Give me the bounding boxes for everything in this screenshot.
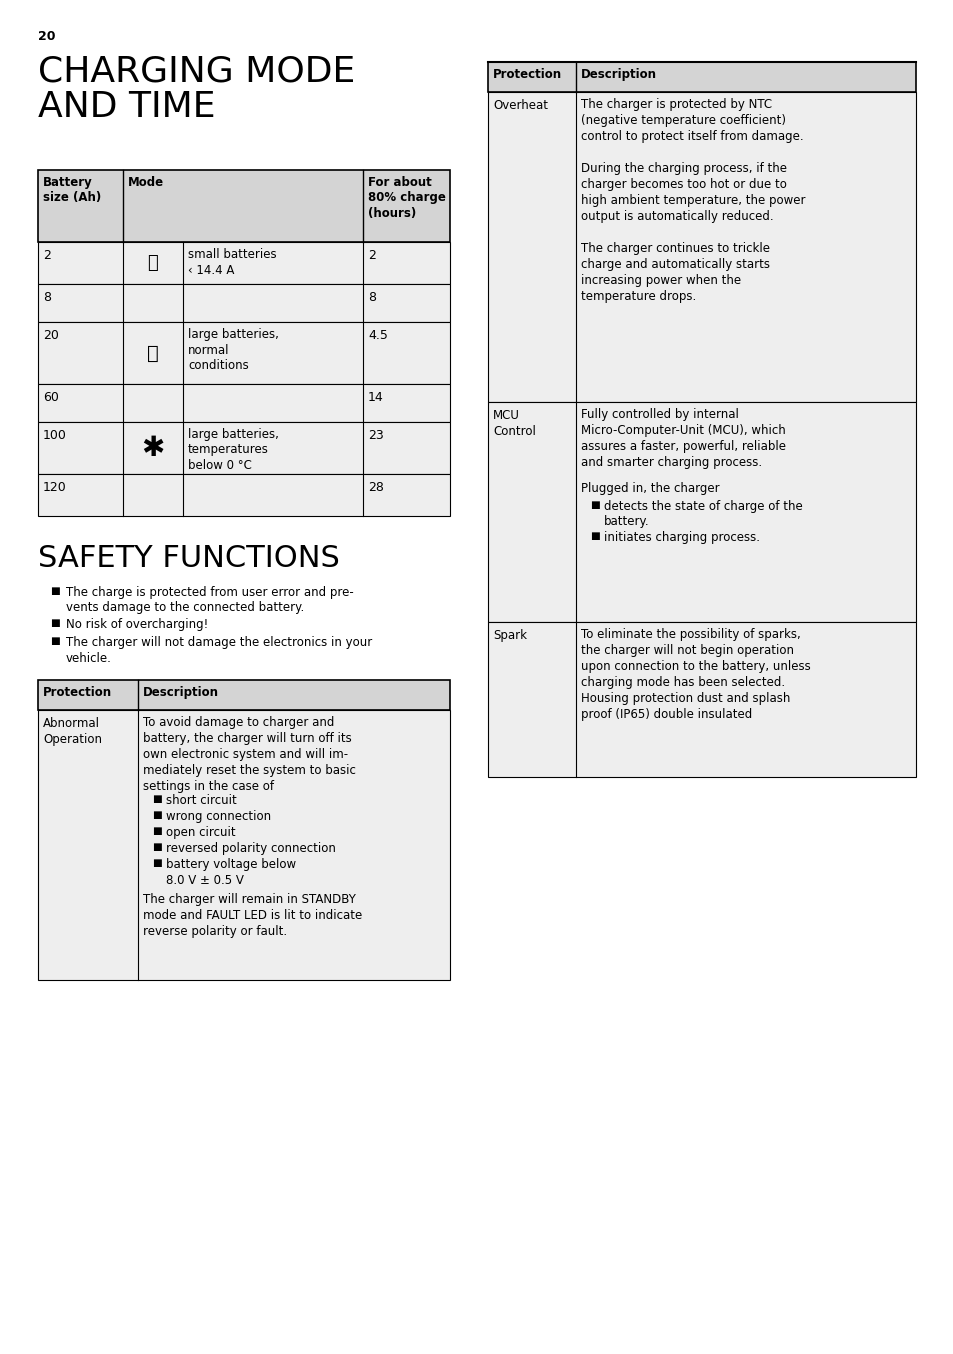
Text: Description: Description xyxy=(580,68,657,81)
Text: 8: 8 xyxy=(368,291,375,305)
Text: Spark: Spark xyxy=(493,630,526,642)
Text: SAFETY FUNCTIONS: SAFETY FUNCTIONS xyxy=(38,544,339,573)
Bar xyxy=(38,474,450,516)
Bar xyxy=(38,385,450,422)
Text: 60: 60 xyxy=(43,391,59,403)
Text: Mode: Mode xyxy=(128,176,164,190)
Bar xyxy=(488,92,915,402)
Text: short circuit: short circuit xyxy=(166,793,236,807)
Text: To eliminate the possibility of sparks,
the charger will not begin operation
upo: To eliminate the possibility of sparks, … xyxy=(580,628,810,720)
Text: Fully controlled by internal
Micro-Computer-Unit (MCU), which
assures a faster, : Fully controlled by internal Micro-Compu… xyxy=(580,408,785,468)
Text: 14: 14 xyxy=(368,391,383,403)
Text: detects the state of charge of the
battery.: detects the state of charge of the batte… xyxy=(603,500,801,528)
Text: CHARGING MODE
AND TIME: CHARGING MODE AND TIME xyxy=(38,56,355,125)
Text: 2: 2 xyxy=(368,249,375,263)
Text: The charger will remain in STANDBY
mode and FAULT LED is lit to indicate
reverse: The charger will remain in STANDBY mode … xyxy=(143,894,362,938)
Text: The charge is protected from user error and pre-
vents damage to the connected b: The charge is protected from user error … xyxy=(66,586,354,615)
Text: ■: ■ xyxy=(50,586,60,596)
Text: ✱: ✱ xyxy=(141,435,165,462)
Text: 28: 28 xyxy=(368,481,383,494)
Text: To avoid damage to charger and
battery, the charger will turn off its
own electr: To avoid damage to charger and battery, … xyxy=(143,716,355,793)
Text: MCU
Control: MCU Control xyxy=(493,409,536,437)
Text: Battery
size (Ah): Battery size (Ah) xyxy=(43,176,101,204)
Text: ■: ■ xyxy=(152,793,162,804)
Bar xyxy=(38,709,450,980)
Bar xyxy=(488,62,915,92)
Text: battery voltage below
8.0 V ± 0.5 V: battery voltage below 8.0 V ± 0.5 V xyxy=(166,858,295,887)
Text: large batteries,
temperatures
below 0 °C: large batteries, temperatures below 0 °C xyxy=(188,428,278,473)
Text: Description: Description xyxy=(143,686,219,699)
Text: Plugged in, the charger: Plugged in, the charger xyxy=(580,482,719,496)
Text: ■: ■ xyxy=(589,531,599,542)
Text: open circuit: open circuit xyxy=(166,826,235,839)
Text: 23: 23 xyxy=(368,429,383,441)
Text: reversed polarity connection: reversed polarity connection xyxy=(166,842,335,854)
Bar xyxy=(38,242,450,284)
Text: Overheat: Overheat xyxy=(493,99,547,112)
Bar xyxy=(488,621,915,777)
Text: 120: 120 xyxy=(43,481,67,494)
Text: Protection: Protection xyxy=(43,686,112,699)
Bar xyxy=(38,284,450,322)
Text: 8: 8 xyxy=(43,291,51,305)
Text: 4.5: 4.5 xyxy=(368,329,388,343)
Text: ■: ■ xyxy=(50,617,60,628)
Text: small batteries
‹ 14.4 A: small batteries ‹ 14.4 A xyxy=(188,248,276,276)
Text: 🏍︎: 🏍︎ xyxy=(148,255,158,272)
Text: ■: ■ xyxy=(50,636,60,646)
Text: large batteries,
normal
conditions: large batteries, normal conditions xyxy=(188,328,278,372)
Bar xyxy=(38,680,450,709)
Text: Protection: Protection xyxy=(493,68,561,81)
Bar xyxy=(488,402,915,621)
Text: Abnormal
Operation: Abnormal Operation xyxy=(43,718,102,746)
Text: wrong connection: wrong connection xyxy=(166,810,271,823)
Text: ■: ■ xyxy=(152,826,162,835)
Text: ■: ■ xyxy=(152,842,162,852)
Text: 2: 2 xyxy=(43,249,51,263)
Text: 100: 100 xyxy=(43,429,67,441)
Text: initiates charging process.: initiates charging process. xyxy=(603,531,760,544)
Bar xyxy=(38,322,450,385)
Text: For about
80% charge
(hours): For about 80% charge (hours) xyxy=(368,176,445,219)
Text: ■: ■ xyxy=(152,858,162,868)
Text: ■: ■ xyxy=(589,500,599,510)
Text: 20: 20 xyxy=(38,30,55,43)
Text: The charger is protected by NTC
(negative temperature coefficient)
control to pr: The charger is protected by NTC (negativ… xyxy=(580,97,804,303)
Bar xyxy=(38,171,450,242)
Text: The charger will not damage the electronics in your
vehicle.: The charger will not damage the electron… xyxy=(66,636,372,665)
Text: ■: ■ xyxy=(152,810,162,821)
Text: 20: 20 xyxy=(43,329,59,343)
Bar xyxy=(38,422,450,474)
Text: 🚗: 🚗 xyxy=(147,344,159,363)
Text: No risk of overcharging!: No risk of overcharging! xyxy=(66,617,208,631)
